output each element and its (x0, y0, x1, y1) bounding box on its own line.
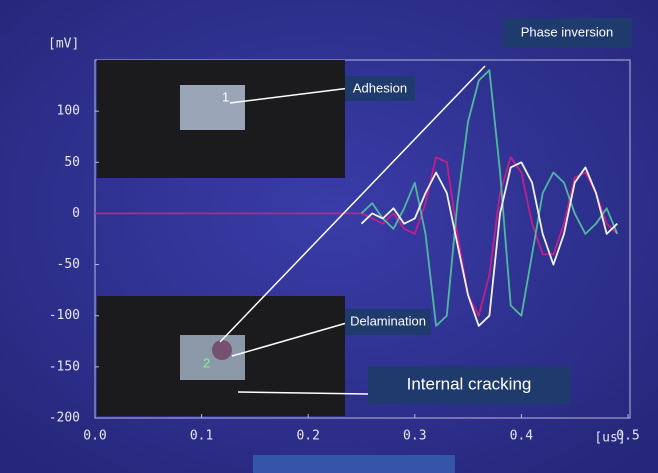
x-tick-label: 0.4 (510, 429, 534, 444)
annotation: Delamination (350, 313, 426, 328)
annotation: Phase inversion (521, 24, 614, 39)
x-axis-label: [us] (594, 431, 625, 446)
x-tick-label: 0.1 (190, 429, 213, 444)
y-axis-label: [mV] (48, 37, 79, 52)
annotation: Adhesion (353, 80, 407, 95)
defect-spot (212, 340, 232, 360)
adhesion-patch (180, 85, 245, 130)
y-tick-label: 50 (64, 155, 80, 170)
delamination-patch (180, 335, 245, 380)
y-tick-label: -100 (49, 308, 80, 323)
y-tick-label: 0 (72, 206, 80, 221)
y-tick-label: -200 (49, 411, 80, 426)
x-tick-label: 0.2 (296, 429, 319, 444)
y-tick-label: -150 (49, 359, 80, 374)
x-tick-label: 0.3 (403, 429, 426, 444)
annotation: Internal cracking (407, 374, 532, 393)
chart: 1 2 -200 -150 -100 -50 0 50 100 0.0 0.1 0.2 0.3 0.4… (0, 0, 658, 473)
footer-box (253, 455, 455, 473)
page: {"chart_data": {"type": "line", "y_axis_… (0, 0, 658, 473)
inset-label: 1 (222, 89, 229, 104)
y-tick-label: -50 (57, 257, 80, 272)
x-tick-label: 0.0 (83, 429, 106, 444)
y-tick-label: 100 (57, 104, 80, 119)
inset-label: 2 (203, 355, 210, 370)
